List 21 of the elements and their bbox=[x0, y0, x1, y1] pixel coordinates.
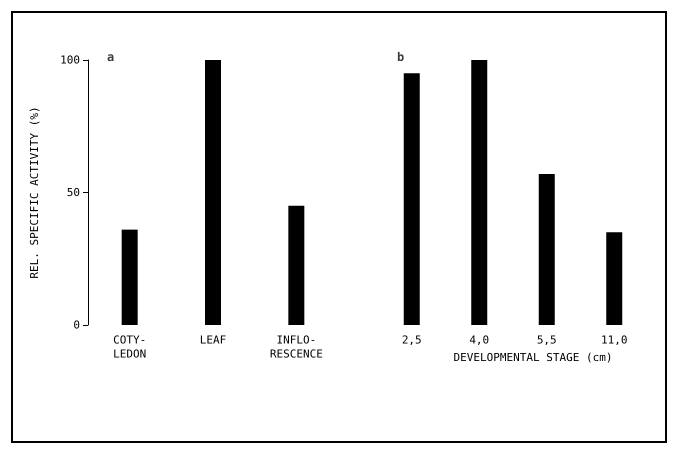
y-tick-label: 50 bbox=[66, 186, 80, 199]
x-tick-label: 5,5 bbox=[536, 334, 557, 346]
bar bbox=[122, 230, 138, 325]
chart-title: b bbox=[397, 50, 404, 64]
x-tick-label: 11,0 bbox=[601, 334, 628, 346]
x-axis-title: DEVELOPMENTAL STAGE (cm) bbox=[454, 350, 612, 364]
y-axis-title: REL. SPECIFIC ACTIVITY (%) bbox=[28, 106, 41, 279]
x-tick-label: LEAF bbox=[200, 334, 226, 346]
y-tick-label: 100 bbox=[60, 54, 80, 66]
bar bbox=[606, 232, 622, 325]
x-tick-label: 2,5 bbox=[402, 334, 422, 346]
x-tick-label: INFLO- RESCENCE bbox=[270, 334, 323, 360]
y-tick-label: 0 bbox=[73, 318, 80, 332]
bar bbox=[205, 60, 221, 325]
chart-title: a bbox=[107, 50, 114, 64]
bar bbox=[404, 73, 420, 325]
bar bbox=[538, 174, 555, 325]
x-tick-label: COTY- LEDON bbox=[113, 334, 146, 360]
x-tick-label: 4,0 bbox=[469, 334, 490, 346]
bar bbox=[288, 206, 304, 325]
bar bbox=[471, 60, 488, 325]
